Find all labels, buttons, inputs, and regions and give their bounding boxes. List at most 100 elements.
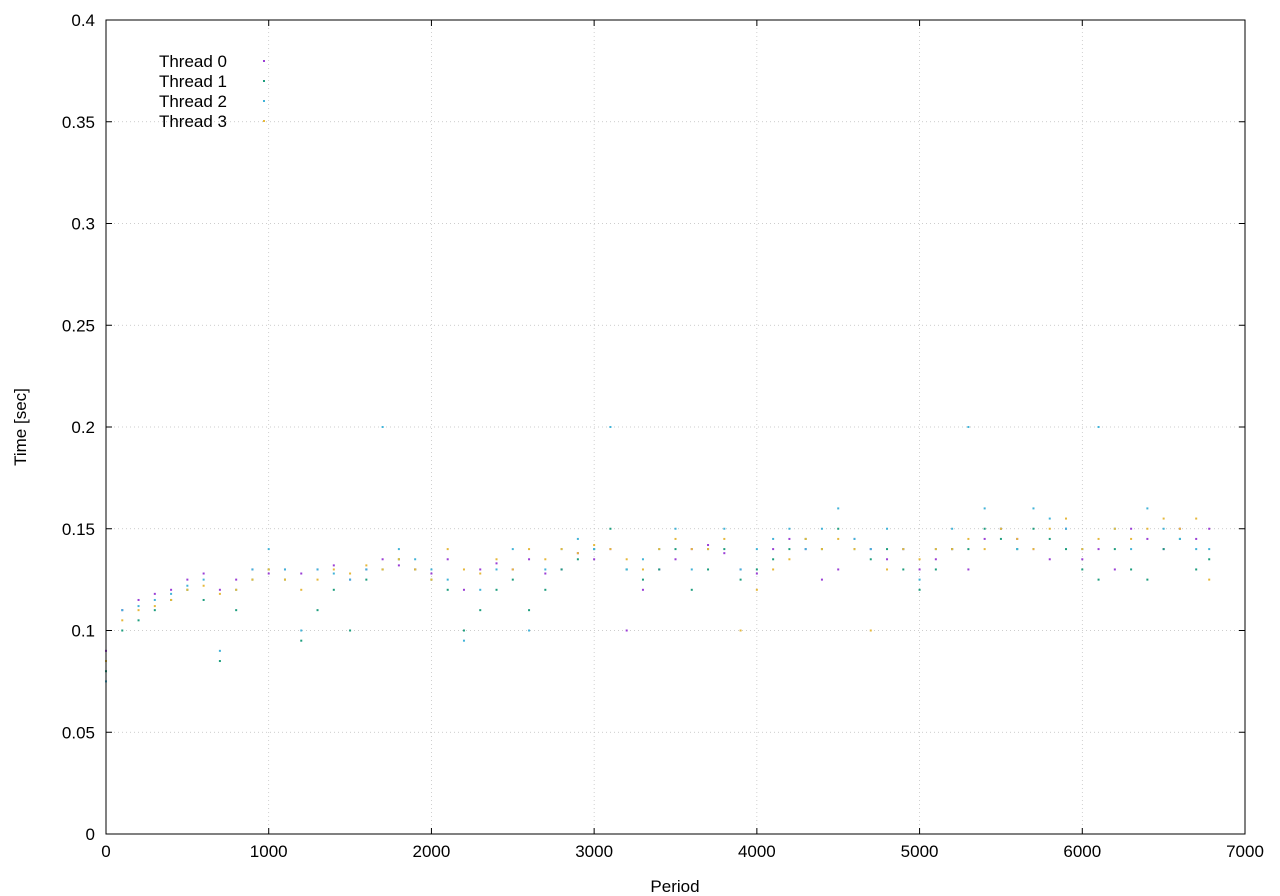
x-axis-label: Period [650, 877, 699, 896]
data-point [414, 558, 417, 561]
data-point [528, 558, 531, 561]
data-point [430, 568, 433, 571]
data-point [300, 572, 303, 575]
data-point [300, 588, 303, 591]
data-point [332, 588, 335, 591]
data-point [397, 564, 400, 567]
data-point [853, 548, 856, 551]
data-point [251, 578, 254, 581]
data-point [365, 568, 368, 571]
data-point [349, 629, 352, 632]
data-point [788, 527, 791, 530]
data-point [1097, 537, 1100, 540]
data-point [1032, 548, 1035, 551]
data-point [853, 537, 856, 540]
data-point [934, 548, 937, 551]
data-point [267, 568, 270, 571]
data-point [544, 588, 547, 591]
data-point [1146, 537, 1149, 540]
x-tick-label: 6000 [1063, 842, 1101, 861]
data-point [121, 629, 124, 632]
data-point [1113, 527, 1116, 530]
data-point [202, 572, 205, 575]
data-point [300, 639, 303, 642]
y-axis-label: Time [sec] [11, 388, 30, 466]
data-point [1016, 537, 1019, 540]
axis-ticks: 0 1000 2000 3000 4000 5000 6000 7000 0 0.05 0.1 0.1… [62, 11, 1264, 861]
data-point [886, 527, 889, 530]
data-point [1162, 548, 1165, 551]
data-point [1146, 527, 1149, 530]
data-point [137, 609, 140, 612]
data-point [593, 548, 596, 551]
data-point [267, 572, 270, 575]
data-point [1097, 426, 1100, 428]
data-point [1130, 527, 1133, 530]
data-point [788, 537, 791, 540]
data-point [755, 568, 758, 571]
data-point [511, 548, 514, 551]
data-point [251, 568, 254, 571]
data-point [576, 537, 579, 540]
data-point [495, 562, 498, 565]
data-point [1162, 517, 1165, 520]
data-point [1113, 568, 1116, 571]
data-point [983, 537, 986, 540]
data-point [137, 619, 140, 622]
data-point [202, 584, 205, 587]
data-point [544, 568, 547, 571]
data-point [674, 558, 677, 561]
data-point [772, 537, 775, 540]
data-point [1032, 507, 1035, 510]
data-point [1097, 578, 1100, 581]
data-point [837, 537, 840, 540]
data-point [772, 548, 775, 551]
data-point [186, 588, 189, 591]
data-point [1048, 558, 1051, 561]
data-point [723, 527, 726, 530]
data-point [1208, 548, 1211, 551]
data-point [202, 578, 205, 581]
data-point [609, 548, 612, 551]
data-point [397, 548, 400, 551]
data-point [576, 552, 579, 555]
data-point [446, 578, 449, 581]
legend-marker [263, 80, 265, 82]
data-point [462, 639, 465, 642]
data-point [1048, 537, 1051, 540]
data-point [934, 568, 937, 571]
data-point [788, 558, 791, 561]
data-points [105, 426, 1211, 683]
data-point [544, 572, 547, 575]
data-point [170, 592, 173, 595]
data-point [593, 558, 596, 561]
data-point [609, 426, 612, 428]
data-point [414, 568, 417, 571]
data-point [316, 568, 319, 571]
data-point [446, 588, 449, 591]
x-tick-label: 1000 [250, 842, 288, 861]
data-point [983, 527, 986, 530]
data-point [1081, 548, 1084, 551]
data-point [739, 568, 742, 571]
data-point [723, 537, 726, 540]
data-point [479, 568, 482, 571]
data-point [918, 578, 921, 581]
data-point [560, 568, 563, 571]
data-point [820, 548, 823, 551]
data-point [869, 629, 872, 632]
y-tick-label: 0.25 [62, 316, 95, 335]
data-point [300, 629, 303, 632]
data-point [153, 609, 156, 612]
data-point [967, 568, 970, 571]
data-point [1032, 527, 1035, 530]
data-point [153, 598, 156, 601]
data-point [999, 537, 1002, 540]
data-point [934, 558, 937, 561]
data-point [1065, 548, 1068, 551]
legend-marker [263, 100, 265, 102]
x-tick-label: 7000 [1226, 842, 1264, 861]
data-point [381, 426, 384, 428]
data-point [886, 568, 889, 571]
